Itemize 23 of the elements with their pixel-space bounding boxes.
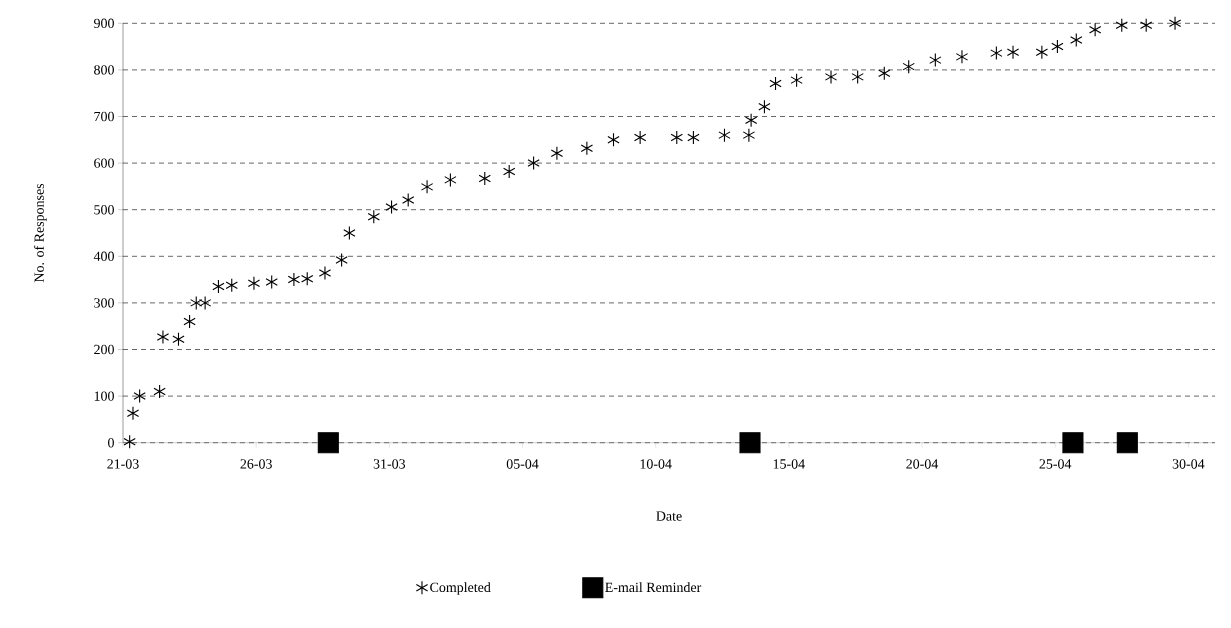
x-tick-label: 21-03 — [107, 459, 139, 469]
y-axis-title: No. of Responses — [33, 183, 47, 283]
x-axis-title: Date — [656, 511, 682, 521]
x-tick-label: 15-04 — [773, 459, 805, 469]
x-tick-label: 05-04 — [506, 459, 539, 469]
legend-label: E-mail Reminder — [605, 582, 702, 593]
x-tick-label: 30-04 — [1172, 459, 1205, 469]
x-tick-label: 26-03 — [240, 459, 272, 469]
x-tick-label: 10-04 — [640, 459, 672, 469]
x-tick-label: 31-03 — [373, 459, 406, 469]
y-tick-label: 500 — [94, 204, 114, 215]
y-tick-label: 400 — [93, 251, 114, 262]
legend-label: Completed — [430, 582, 491, 595]
x-tick-label: 20-04 — [906, 459, 939, 469]
x-tick-label: 25-04 — [1039, 459, 1072, 469]
y-tick-label: 900 — [94, 18, 114, 29]
y-tick-label: 800 — [94, 65, 114, 75]
y-tick-label: 700 — [94, 111, 114, 122]
y-tick-label: 600 — [94, 158, 114, 168]
y-tick-label: 0 — [108, 437, 114, 448]
y-tick-label: 100 — [94, 391, 114, 401]
y-tick-label: 200 — [94, 344, 114, 355]
y-tick-label: 300 — [94, 298, 114, 308]
